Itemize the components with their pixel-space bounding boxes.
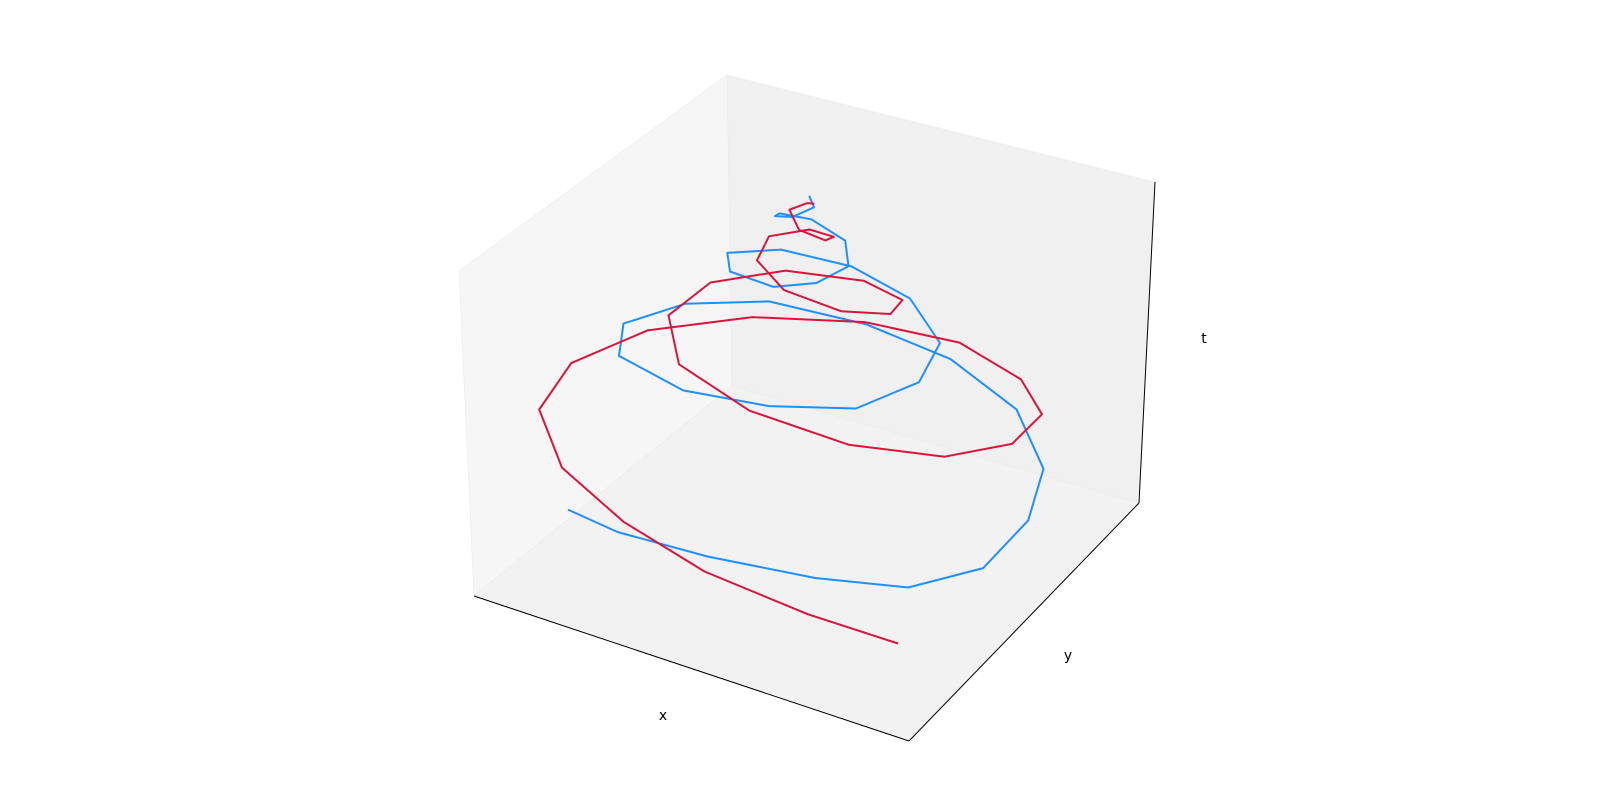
series-line-1 (567, 195, 1045, 589)
series-line-2 (538, 202, 1043, 645)
axis-lines (473, 181, 1156, 742)
x-axis-label: x (659, 708, 667, 724)
axes-panes (458, 74, 1156, 742)
t-axis-label: t (1201, 331, 1207, 347)
t-axis-line (1138, 181, 1156, 504)
series-layer (538, 195, 1045, 645)
y-axis-label: y (1064, 648, 1072, 664)
y-axis-line (908, 502, 1140, 742)
x-axis-line (473, 595, 910, 742)
